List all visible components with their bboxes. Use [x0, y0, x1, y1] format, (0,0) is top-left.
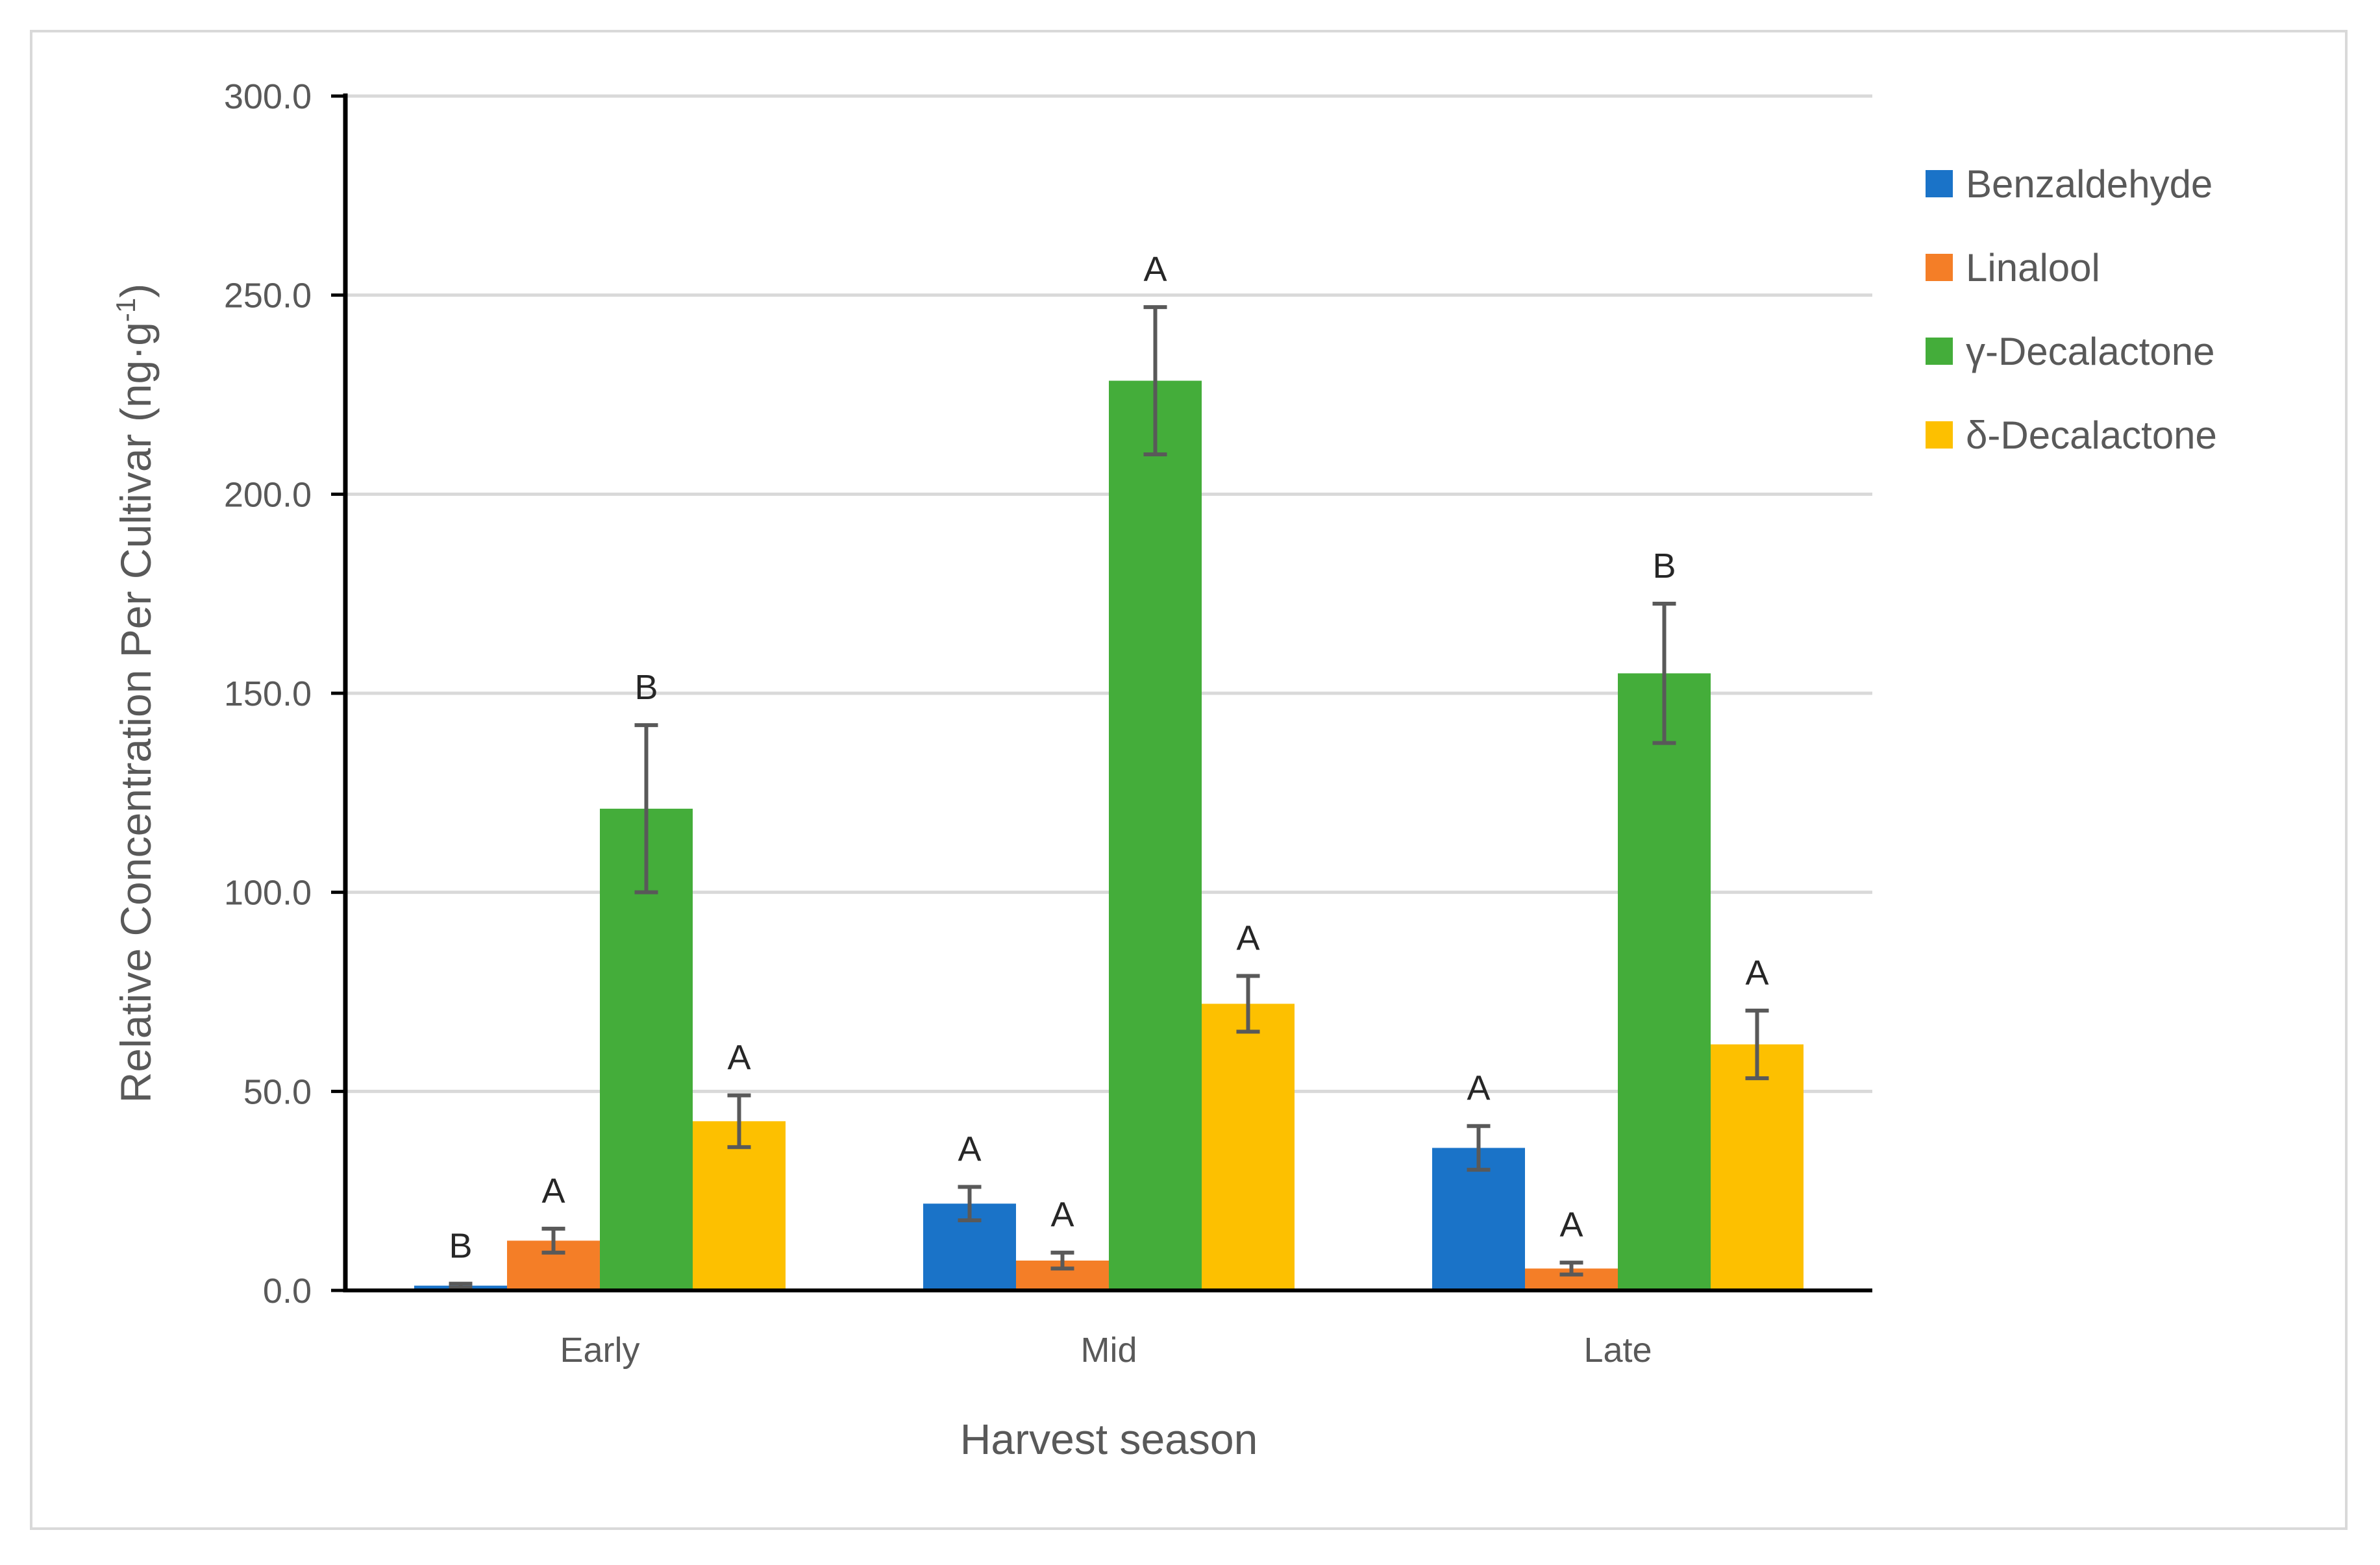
significance-letter: A — [1143, 250, 1167, 289]
significance-letter: A — [1467, 1069, 1490, 1108]
bar — [693, 1121, 786, 1290]
y-tick-label: 150.0 — [224, 674, 312, 713]
legend-label: δ-Decalactone — [1966, 413, 2217, 457]
legend-label: γ-Decalactone — [1966, 330, 2215, 373]
significance-letter: B — [634, 668, 658, 707]
legend-swatch — [1926, 421, 1953, 449]
legend-label: Benzaldehyde — [1966, 162, 2213, 206]
significance-letter: A — [727, 1038, 750, 1077]
significance-letter: A — [541, 1172, 565, 1211]
significance-letter: A — [1050, 1196, 1074, 1235]
y-tick-label: 200.0 — [224, 475, 312, 514]
y-tick-label: 250.0 — [224, 277, 312, 315]
axis-labels: 0.0 50.0 100.0 150.0 200.0 250.0 300.0 B A A A A A B A… — [110, 77, 1769, 1463]
bar — [1618, 673, 1711, 1290]
axes — [331, 93, 1872, 1292]
bar — [1109, 380, 1202, 1290]
x-axis-title: Harvest season — [960, 1415, 1258, 1463]
y-tick-label: 300.0 — [224, 77, 312, 116]
y-tick-label: 0.0 — [263, 1272, 312, 1311]
bar — [1202, 1004, 1295, 1290]
y-tick-label: 50.0 — [243, 1072, 312, 1111]
significance-letter: B — [449, 1227, 472, 1266]
error-bars — [449, 305, 1769, 1290]
x-tick-label: Early — [560, 1331, 639, 1370]
legend-swatch — [1926, 170, 1953, 197]
significance-letter: A — [958, 1130, 981, 1169]
significance-letter: A — [1236, 918, 1259, 957]
significance-letter: B — [1652, 547, 1676, 585]
legend-label: Linalool — [1966, 246, 2100, 290]
x-tick-label: Mid — [1080, 1331, 1137, 1370]
legend-swatch — [1926, 338, 1953, 365]
significance-letter: A — [1745, 954, 1768, 992]
y-tick-label: 100.0 — [224, 874, 312, 913]
legend: Benzaldehyde Linalool γ-Decalactone δ-Decal… — [1926, 162, 2217, 457]
legend-swatch — [1926, 254, 1953, 281]
significance-letter: A — [1559, 1205, 1583, 1244]
bar — [1711, 1044, 1804, 1290]
x-tick-label: Late — [1583, 1331, 1652, 1370]
bars — [414, 380, 1804, 1290]
y-axis-title: Relative Concentration Per Cultivar (ng·… — [110, 284, 160, 1103]
